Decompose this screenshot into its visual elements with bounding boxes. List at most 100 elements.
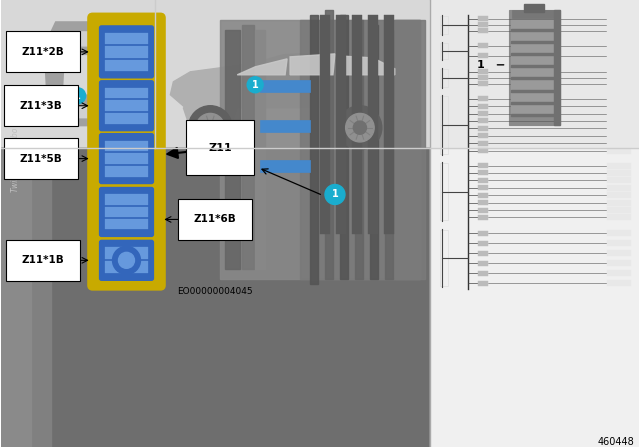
Text: Z11*1B: Z11*1B (21, 255, 64, 265)
Bar (511, 90, 558, 91)
Bar (477, 126, 488, 131)
Circle shape (346, 113, 374, 142)
Text: Z11*3B: Z11*3B (19, 101, 62, 111)
Bar (225, 30, 240, 269)
Bar (477, 17, 488, 22)
Bar (477, 75, 488, 80)
Bar (477, 81, 488, 86)
Bar (104, 46, 148, 57)
Bar (355, 20, 363, 279)
Bar (477, 207, 488, 212)
Circle shape (196, 113, 225, 142)
Bar (1, 148, 51, 447)
Circle shape (353, 121, 367, 134)
Bar (607, 241, 631, 246)
Bar (477, 261, 488, 266)
Bar (477, 193, 488, 198)
Bar (104, 141, 148, 151)
Bar (607, 163, 631, 168)
Polygon shape (290, 54, 335, 75)
Bar (511, 92, 558, 103)
Bar (477, 148, 488, 153)
Bar (607, 103, 631, 109)
Circle shape (204, 121, 217, 134)
Bar (440, 16, 447, 34)
Bar (509, 10, 561, 125)
Bar (104, 247, 148, 259)
Bar (385, 30, 393, 279)
Bar (352, 15, 362, 234)
Bar (477, 251, 488, 256)
Circle shape (338, 106, 382, 150)
Bar (370, 25, 378, 279)
Bar (607, 140, 631, 146)
Bar (607, 215, 631, 220)
Bar (477, 231, 488, 236)
Bar (104, 33, 148, 44)
Bar (477, 171, 488, 176)
Bar (511, 44, 558, 55)
Bar (511, 104, 558, 116)
Circle shape (325, 185, 345, 204)
Bar (607, 170, 631, 176)
FancyBboxPatch shape (100, 188, 154, 237)
Bar (260, 120, 310, 132)
Bar (477, 178, 488, 183)
Bar (511, 78, 558, 79)
FancyBboxPatch shape (100, 26, 154, 78)
Bar (104, 261, 148, 273)
Bar (607, 96, 631, 102)
Circle shape (247, 77, 263, 93)
Bar (511, 32, 558, 43)
Bar (511, 65, 558, 67)
Bar (607, 192, 631, 198)
Bar (607, 200, 631, 206)
Bar (477, 215, 488, 220)
Bar (607, 250, 631, 256)
Bar (607, 81, 631, 87)
Bar (607, 270, 631, 276)
Text: Z11: Z11 (209, 142, 232, 153)
Bar (440, 69, 447, 87)
Bar (104, 153, 148, 164)
Bar (440, 96, 447, 154)
Bar (607, 125, 631, 131)
Bar (104, 60, 148, 71)
Bar (104, 194, 148, 205)
Bar (477, 185, 488, 190)
Bar (477, 53, 488, 58)
Text: TwinPower Turbo: TwinPower Turbo (12, 127, 20, 192)
Bar (554, 10, 561, 125)
Bar (477, 111, 488, 116)
Bar (477, 281, 488, 286)
Circle shape (118, 252, 134, 268)
Bar (524, 4, 545, 12)
Bar (156, 0, 429, 148)
Bar (477, 241, 488, 246)
Circle shape (113, 246, 140, 274)
Bar (384, 15, 394, 234)
Bar (440, 230, 447, 286)
Text: 1: 1 (477, 60, 484, 70)
Bar (325, 10, 333, 279)
Bar (607, 111, 631, 116)
Circle shape (188, 106, 232, 150)
Bar (607, 28, 631, 34)
Bar (477, 96, 488, 101)
Bar (1, 148, 429, 447)
Text: 1: 1 (74, 91, 81, 101)
Bar (477, 200, 488, 205)
Circle shape (70, 88, 86, 104)
Bar (511, 102, 558, 103)
Bar (511, 56, 558, 67)
Text: EO00000004045: EO00000004045 (177, 287, 253, 296)
Bar (607, 280, 631, 286)
Bar (477, 43, 488, 48)
Bar (220, 20, 420, 279)
Bar (104, 88, 148, 99)
Polygon shape (63, 56, 92, 94)
Bar (511, 69, 558, 79)
Bar (607, 53, 631, 59)
Bar (104, 166, 148, 177)
Bar (607, 118, 631, 124)
